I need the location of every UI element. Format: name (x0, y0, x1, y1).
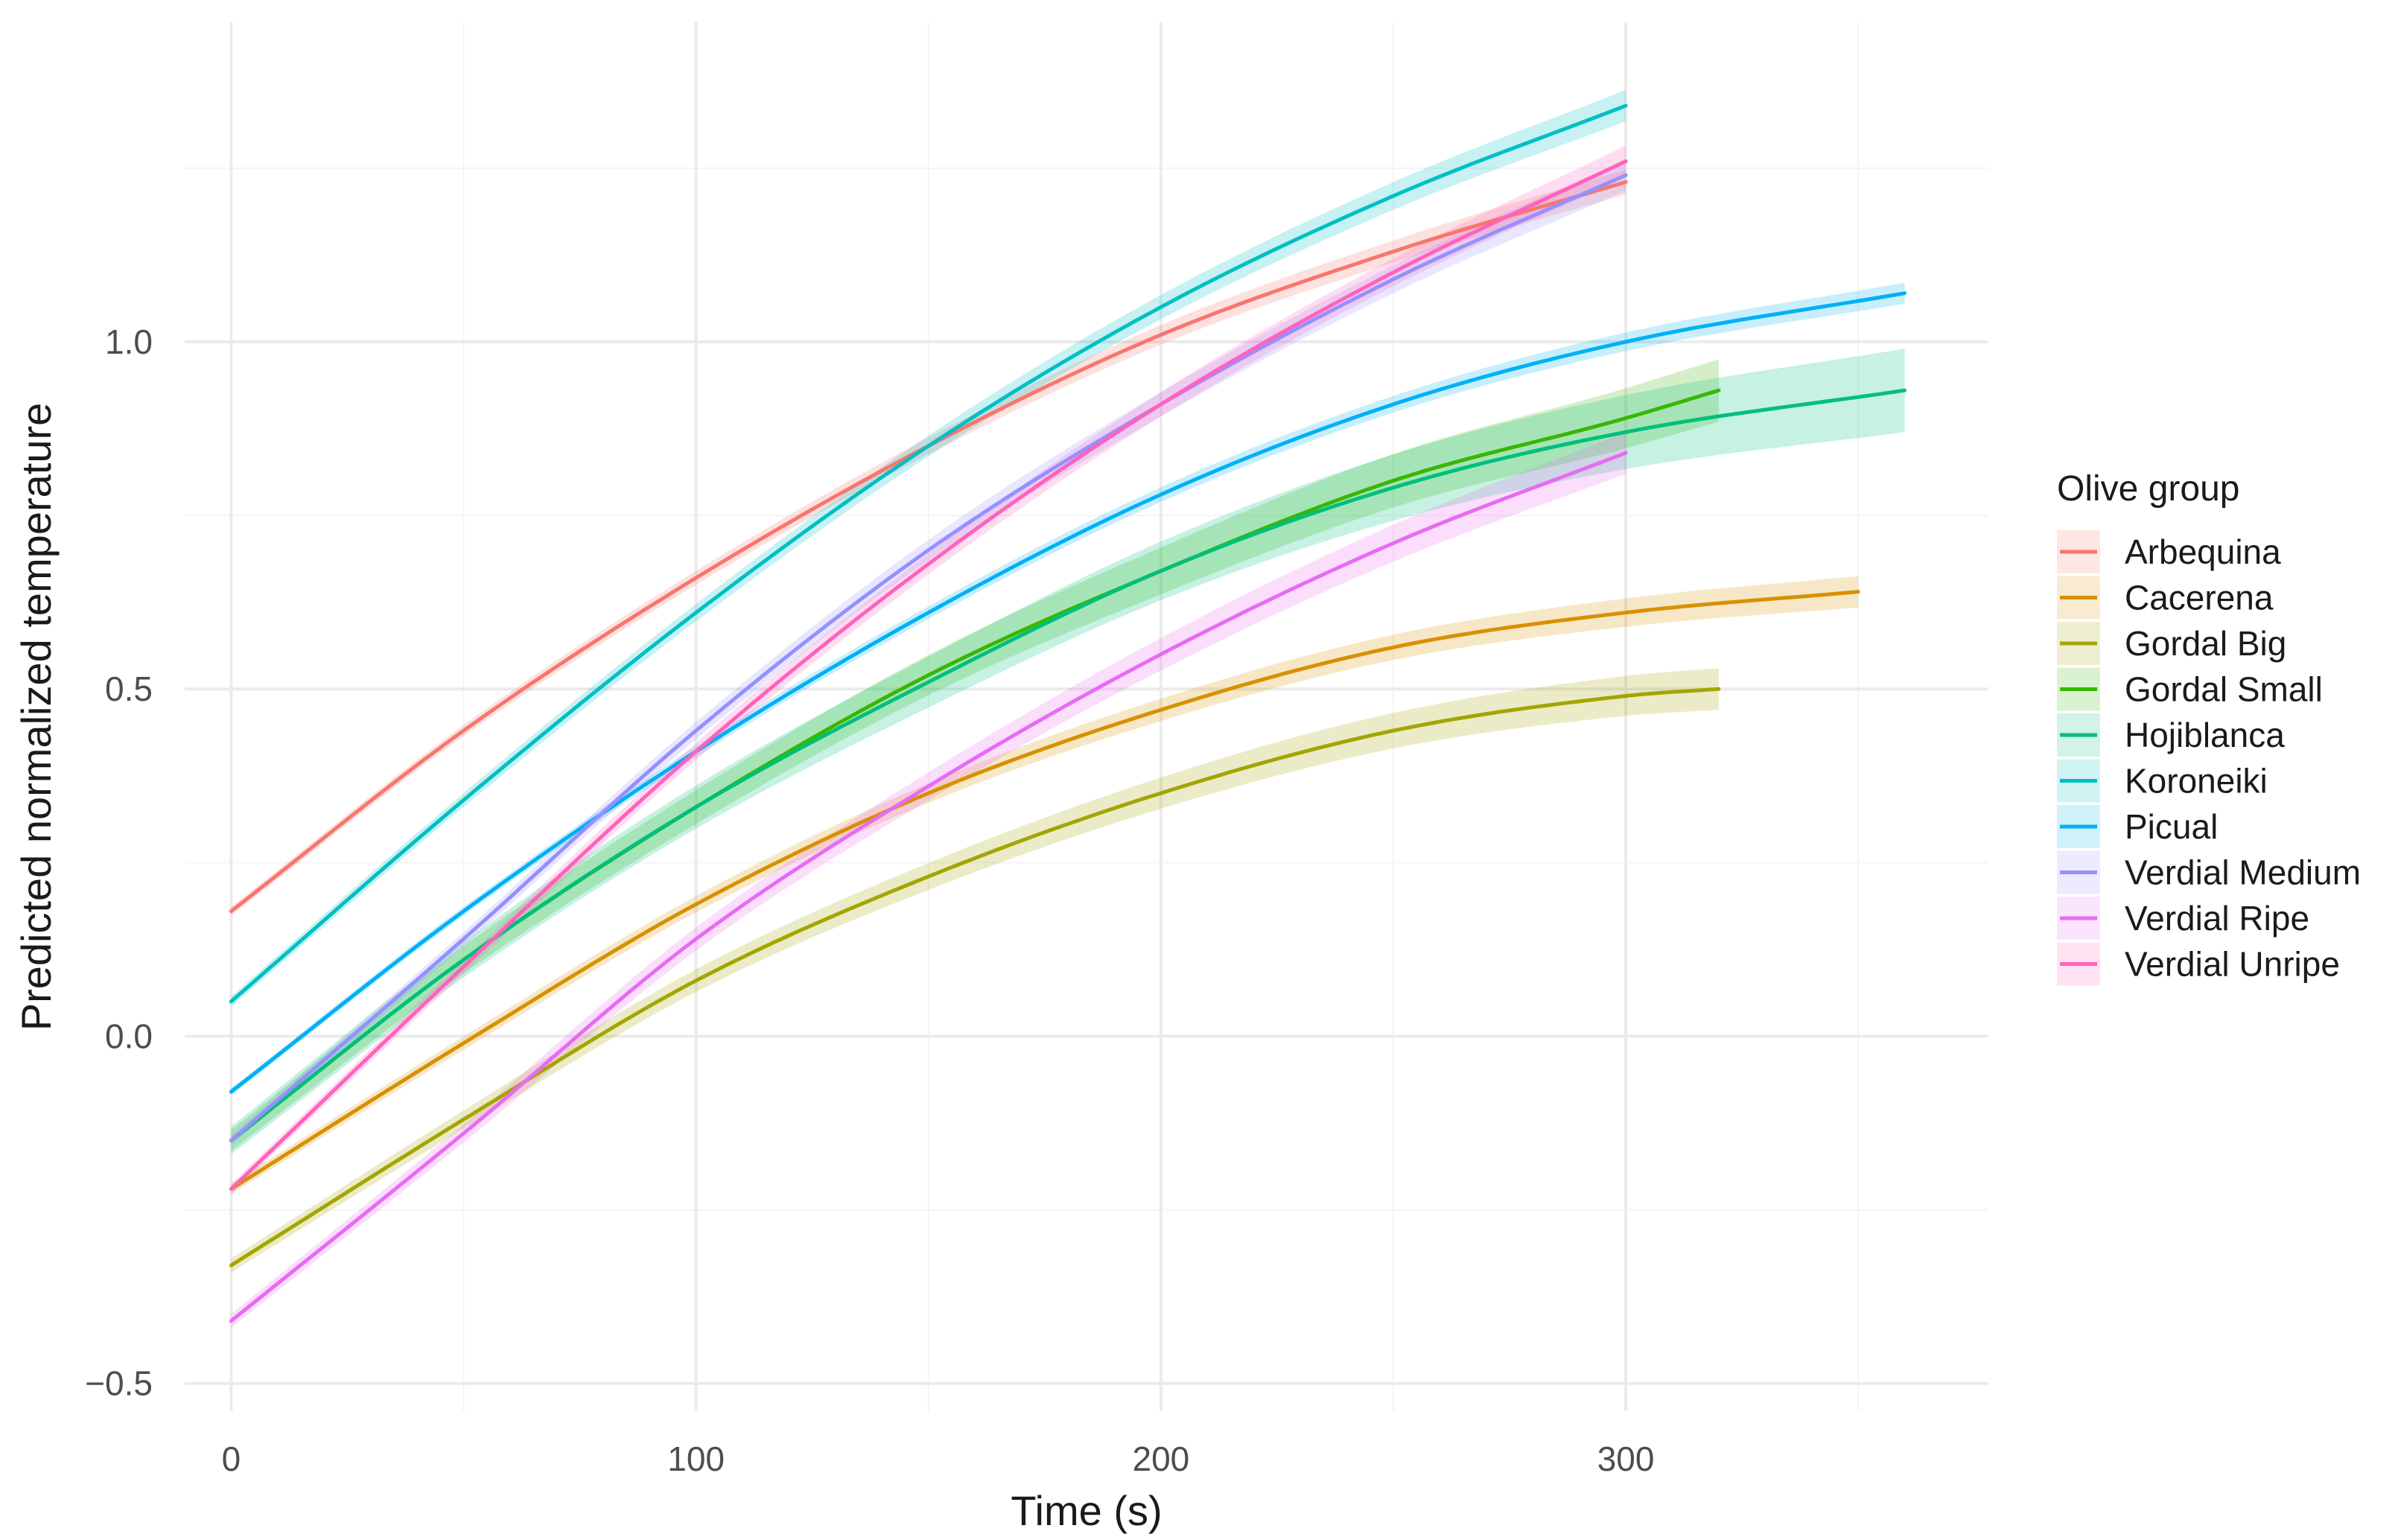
legend: Olive group Arbequina Cacerena Gordal Big G… (2057, 469, 2361, 986)
band-hojiblanca (231, 349, 1905, 1154)
x-tick-label: 200 (1133, 1439, 1190, 1478)
y-tick-label: 0.0 (105, 1016, 153, 1055)
line-verdial-unripe (229, 159, 1628, 1191)
line-cacerena (229, 590, 1860, 1191)
x-axis-title: Time (s) (1011, 1487, 1162, 1534)
band-verdial-ripe (231, 432, 1626, 1329)
y-tick-label: −0.5 (85, 1364, 153, 1403)
y-tick-label: 0.5 (105, 669, 153, 708)
x-axis-ticks: 0 100 200 300 (222, 1439, 1655, 1478)
legend-label-hojiblanca: Hojiblanca (2125, 716, 2285, 754)
band-cacerena (231, 576, 1859, 1194)
legend-label-verdial-unripe: Verdial Unripe (2125, 945, 2340, 984)
legend-title: Olive group (2057, 469, 2239, 509)
grid (185, 22, 1988, 1411)
band-gordal-small (231, 359, 1719, 1151)
legend-label-cacerena: Cacerena (2125, 579, 2274, 617)
x-tick-label: 0 (222, 1439, 241, 1478)
legend-label-koroneiki: Koroneiki (2125, 762, 2268, 801)
legend-label-gordal-big: Gordal Big (2125, 624, 2286, 663)
legend-label-picual: Picual (2125, 807, 2218, 846)
line-picual (229, 291, 1907, 1094)
legend-label-verdial-medium: Verdial Medium (2125, 853, 2361, 892)
line-verdial-ripe (229, 451, 1628, 1323)
legend-label-gordal-small: Gordal Small (2125, 670, 2323, 709)
line-koroneiki (229, 104, 1628, 1004)
x-tick-label: 300 (1597, 1439, 1655, 1478)
line-verdial-medium (229, 173, 1628, 1142)
y-axis-title: Predicted normalized temperature (13, 403, 60, 1031)
legend-items: Arbequina Cacerena Gordal Big Gordal Small H… (2057, 530, 2361, 986)
legend-label-verdial-ripe: Verdial Ripe (2125, 899, 2309, 938)
y-axis-ticks: −0.5 0.0 0.5 1.0 (85, 322, 153, 1403)
legend-label-arbequina: Arbequina (2125, 532, 2281, 571)
series-lines (229, 104, 1907, 1323)
line-gordal-big (229, 687, 1721, 1267)
x-tick-label: 100 (667, 1439, 725, 1478)
y-tick-label: 1.0 (105, 322, 153, 361)
confidence-bands (231, 89, 1905, 1329)
